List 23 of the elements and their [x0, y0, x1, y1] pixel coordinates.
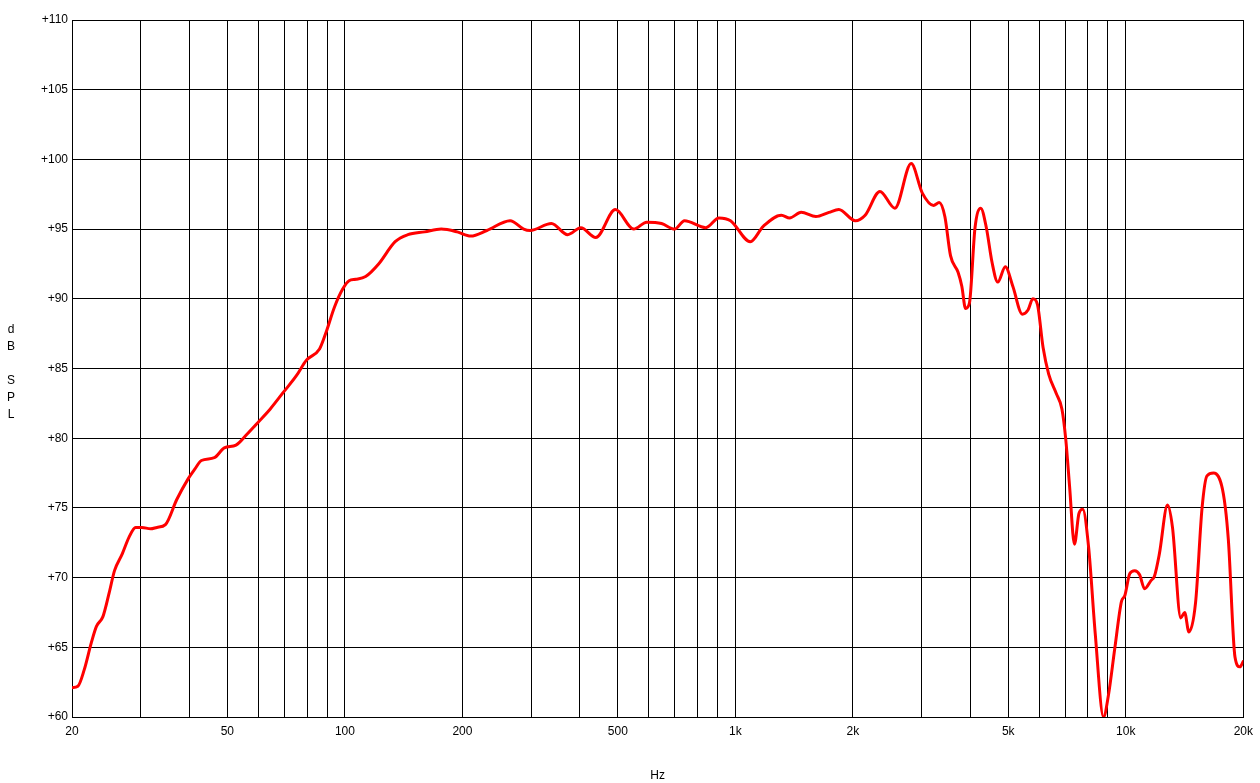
y-axis-title: dB SPL [4, 322, 18, 424]
y-tick-label: +75 [47, 500, 69, 515]
x-tick-label: 20 [65, 723, 79, 738]
x-tick-label: 10k [1116, 723, 1137, 738]
x-tick-label: 5k [1001, 723, 1016, 738]
x-tick-label: 2k [846, 723, 861, 738]
y-tick-label: +110 [41, 12, 69, 27]
y-tick-label: +80 [47, 430, 69, 445]
y-tick-label: +65 [47, 639, 69, 654]
y-tick-label: +85 [47, 360, 69, 375]
y-tick-label: +60 [47, 709, 69, 724]
x-tick-label: 1k [729, 723, 743, 738]
y-tick-label: +95 [47, 221, 69, 236]
y-tick-label: +100 [40, 151, 69, 166]
y-tick-label: +105 [40, 82, 69, 97]
x-tick-label: 50 [220, 723, 235, 738]
x-tick-label: 100 [334, 723, 356, 738]
y-tick-label: +90 [47, 291, 69, 306]
x-tick-label: 200 [452, 723, 473, 738]
x-tick-label: 500 [607, 723, 629, 738]
x-tick-label: 20k [1233, 723, 1254, 738]
x-axis-title: Hz [650, 768, 665, 783]
y-tick-label: +70 [47, 569, 69, 584]
